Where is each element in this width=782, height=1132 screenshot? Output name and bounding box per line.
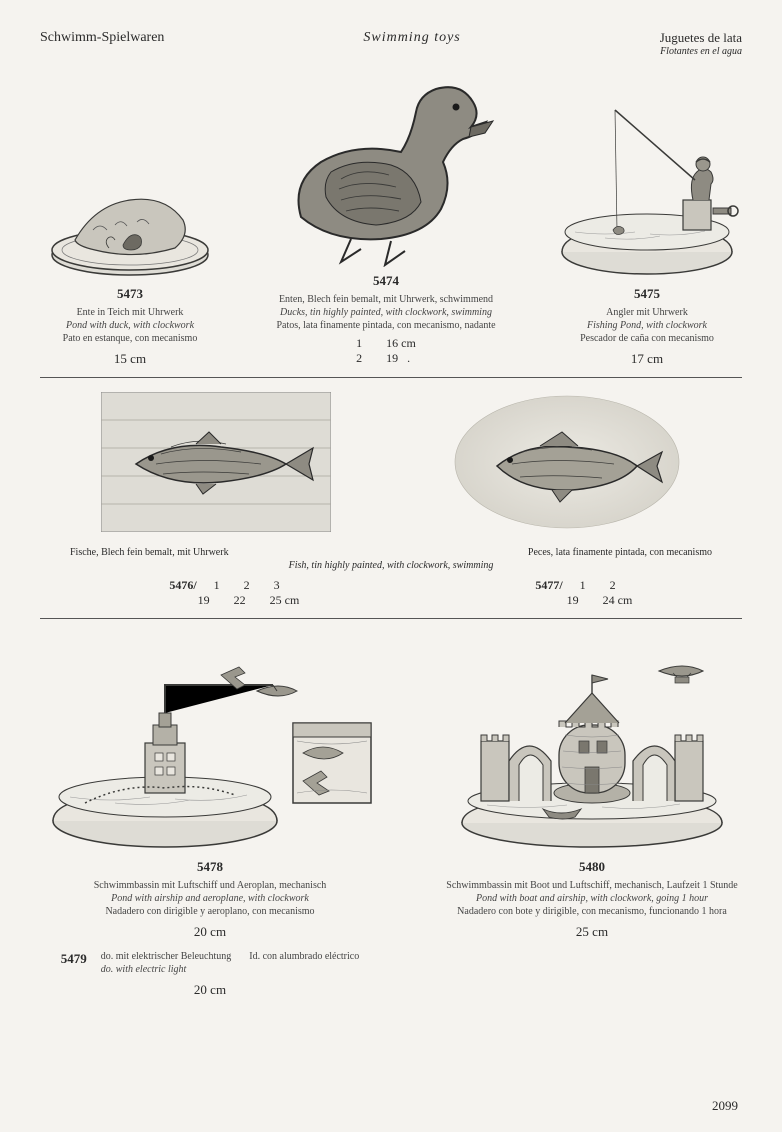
- header-en: Swimming toys: [363, 30, 460, 57]
- item-5474-es: Patos, lata finamente pintada, con mecan…: [256, 319, 516, 332]
- item-5480-num: 5480: [442, 859, 742, 875]
- fish-5476-vals: 19 22 25 cm: [198, 593, 300, 607]
- item-5473-en: Pond with duck, with clockwork: [40, 319, 220, 332]
- row-1: 5473 Ente in Teich mit Uhrwerk Pond with…: [40, 67, 742, 367]
- item-5474-size-1: 1 16 cm: [356, 336, 416, 351]
- item-5474-size-2: 2 19 .: [356, 351, 416, 366]
- fish-num-5477: 5477/: [535, 578, 562, 592]
- row-2: [40, 392, 742, 538]
- item-5480: 5480 Schwimmbassin mit Boot und Luftschi…: [442, 633, 742, 940]
- fish-sizes: 5476/ 1 2 3 19 22 25 cm 5477/ 1 2 19 24 …: [40, 578, 742, 608]
- fish-sizes-left: 5476/ 1 2 3 19 22 25 cm: [150, 578, 300, 608]
- item-5475-num: 5475: [552, 286, 742, 302]
- item-5474-sizes: 1 16 cm 2 19 .: [356, 336, 416, 366]
- illus-5473-pond-duck: [45, 150, 215, 280]
- item-5478-es: Nadadero con dirigible y aeroplano, con …: [40, 905, 380, 918]
- fish-num-5476: 5476/: [169, 578, 196, 592]
- illus-5478-pond-airship: [45, 633, 375, 853]
- item-5475-desc: Angler mit Uhrwerk Fishing Pond, with cl…: [552, 306, 742, 345]
- item-5475-de: Angler mit Uhrwerk: [552, 306, 742, 319]
- item-5473: 5473 Ente in Teich mit Uhrwerk Pond with…: [40, 150, 220, 367]
- item-5480-es: Nadadero con bote y dirigible, con mecan…: [442, 905, 742, 918]
- item-5473-de: Ente in Teich mit Uhrwerk: [40, 306, 220, 319]
- item-5474-desc: Enten, Blech fein bemalt, mit Uhrwerk, s…: [256, 293, 516, 332]
- fish-5476-head: 1 2 3: [214, 578, 280, 592]
- item-5473-num: 5473: [40, 286, 220, 302]
- item-5473-desc: Ente in Teich mit Uhrwerk Pond with duck…: [40, 306, 220, 345]
- fish-5477-vals: 19 24 cm: [567, 593, 633, 607]
- item-5473-size: 15 cm: [40, 351, 220, 367]
- fish-right-wrap: [452, 392, 682, 538]
- divider-1: [40, 377, 742, 378]
- item-5478-desc: Schwimmbassin mit Luftschiff und Aeropla…: [40, 879, 380, 918]
- item-5479-size: 20 cm: [40, 982, 380, 998]
- fish-5477-head: 1 2: [580, 578, 616, 592]
- row-3: 5478 Schwimmbassin mit Luftschiff und Ae…: [40, 633, 742, 998]
- item-5474-en: Ducks, tin highly painted, with clockwor…: [256, 306, 516, 319]
- header-es-sub: Flotantes en el agua: [660, 46, 742, 57]
- fish-de: Fische, Blech fein bemalt, mit Uhrwerk: [70, 546, 229, 559]
- item-5475-en: Fishing Pond, with clockwork: [552, 319, 742, 332]
- item-5475-size: 17 cm: [552, 351, 742, 367]
- item-5480-de: Schwimmbassin mit Boot und Luftschiff, m…: [442, 879, 742, 892]
- item-5475: 5475 Angler mit Uhrwerk Fishing Pond, wi…: [552, 80, 742, 367]
- illus-5480-castle: [447, 633, 737, 853]
- fish-en: Fish, tin highly painted, with clockwork…: [40, 559, 742, 572]
- item-5480-desc: Schwimmbassin mit Boot und Luftschiff, m…: [442, 879, 742, 918]
- item-5479: 5479 do. mit elektrischer Beleuchtung do…: [40, 950, 380, 998]
- header-de: Schwimm-Spielwaren: [40, 30, 164, 57]
- item-5478-size: 20 cm: [40, 924, 380, 940]
- fish-sizes-right: 5477/ 1 2 19 24 cm: [519, 578, 633, 608]
- header-es: Juguetes de lata Flotantes en el agua: [660, 30, 742, 57]
- illus-5474-duck: [261, 67, 511, 267]
- item-5479-desc: do. mit elektrischer Beleuchtung do. wit…: [101, 950, 232, 976]
- header-es-main: Juguetes de lata: [660, 30, 742, 45]
- fish-caption: Fische, Blech fein bemalt, mit Uhrwerk P…: [40, 546, 742, 572]
- illus-5477-fish: [452, 392, 682, 532]
- item-5475-es: Pescador de caña con mecanismo: [552, 332, 742, 345]
- item-5480-en: Pond with boat and airship, with clockwo…: [442, 892, 742, 905]
- page-headers: Schwimm-Spielwaren Swimming toys Juguete…: [40, 30, 742, 57]
- fish-es: Peces, lata finamente pintada, con mecan…: [528, 546, 712, 559]
- item-5479-de: do. mit elektrischer Beleuchtung: [101, 950, 232, 963]
- item-5478-en: Pond with airship and aeroplane, with cl…: [40, 892, 380, 905]
- item-5479-en: do. with electric light: [101, 963, 232, 976]
- illus-5476-fish: [101, 392, 331, 532]
- fish-left-wrap: [101, 392, 331, 538]
- divider-2: [40, 618, 742, 619]
- item-5479-es: Id. con alumbrado eléctrico: [249, 950, 359, 963]
- item-5474-num: 5474: [256, 273, 516, 289]
- item-5478-de: Schwimmbassin mit Luftschiff und Aeropla…: [40, 879, 380, 892]
- item-5478: 5478 Schwimmbassin mit Luftschiff und Ae…: [40, 633, 380, 998]
- item-5473-es: Pato en estanque, con mecanismo: [40, 332, 220, 345]
- item-5479-num: 5479: [61, 951, 87, 966]
- item-5479-es-wrap: Id. con alumbrado eléctrico: [249, 950, 359, 963]
- page-number: 2099: [712, 1098, 738, 1114]
- item-5480-size: 25 cm: [442, 924, 742, 940]
- illus-5475-angler: [555, 80, 740, 280]
- item-5474-de: Enten, Blech fein bemalt, mit Uhrwerk, s…: [256, 293, 516, 306]
- item-5474: 5474 Enten, Blech fein bemalt, mit Uhrwe…: [256, 67, 516, 367]
- item-5478-num: 5478: [40, 859, 380, 875]
